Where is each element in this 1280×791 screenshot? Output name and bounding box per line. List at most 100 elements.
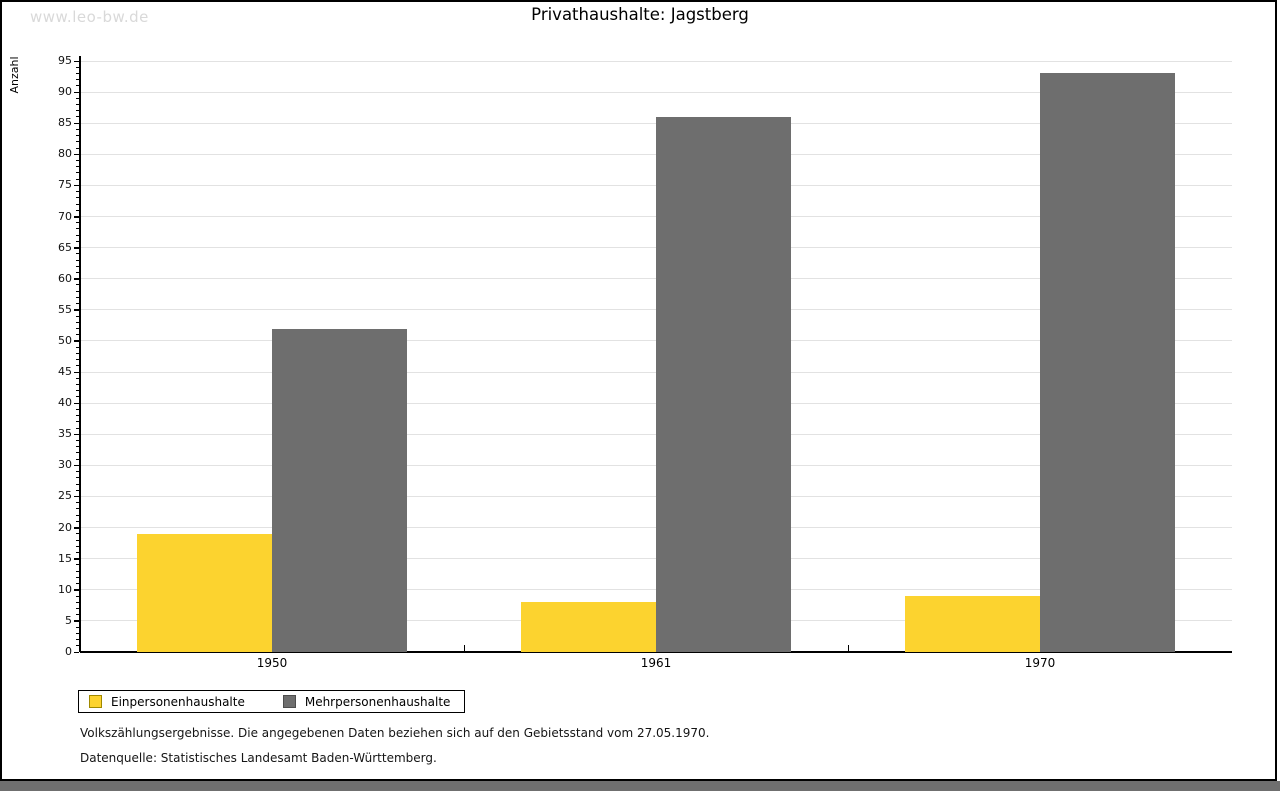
y-minor-tick (76, 390, 79, 392)
y-minor-tick (76, 383, 79, 385)
y-minor-tick (76, 439, 79, 441)
y-minor-tick (76, 253, 79, 255)
y-minor-tick (76, 240, 79, 242)
bar-mehrpersonenhaushalte-1950 (272, 328, 407, 652)
y-minor-tick (76, 408, 79, 410)
y-minor-tick (76, 135, 79, 137)
gridline (80, 60, 1232, 62)
y-major-tick (74, 651, 79, 653)
y-minor-tick (76, 259, 79, 261)
y-minor-tick (76, 228, 79, 230)
y-minor-tick (76, 284, 79, 286)
y-minor-tick (76, 66, 79, 68)
y-major-tick (74, 60, 79, 62)
y-minor-tick (76, 197, 79, 199)
y-major-tick (74, 433, 79, 436)
y-major-tick (74, 620, 79, 622)
legend-item-einpersonenhaushalte: Einpersonenhaushalte (89, 695, 245, 709)
x-axis-line (80, 651, 1232, 653)
y-minor-tick (76, 427, 79, 429)
y-minor-tick (76, 626, 79, 628)
y-minor-tick (76, 178, 79, 180)
y-tick-label: 35 (58, 427, 72, 441)
y-minor-tick (76, 415, 79, 417)
y-minor-tick (76, 551, 79, 553)
y-major-tick (74, 558, 79, 560)
y-tick-label: 85 (58, 116, 72, 130)
y-minor-tick (76, 79, 79, 81)
footer-note-data-source: Datenquelle: Statistisches Landesamt Bad… (80, 751, 437, 765)
y-minor-tick (76, 191, 79, 193)
y-tick-label: 40 (58, 396, 72, 410)
y-major-tick (74, 464, 79, 467)
y-minor-tick (76, 502, 79, 504)
bar-einpersonenhaushalte-1950 (137, 533, 272, 652)
gridline (80, 91, 1232, 93)
y-tick-label: 60 (58, 271, 72, 285)
y-minor-tick (76, 614, 79, 616)
y-minor-tick (76, 471, 79, 473)
y-tick-label: 95 (58, 54, 72, 67)
x-category-label: 1950 (256, 656, 288, 670)
y-minor-tick (76, 352, 79, 354)
y-minor-tick (76, 97, 79, 99)
legend-item-mehrpersonenhaushalte: Mehrpersonenhaushalte (282, 694, 451, 709)
y-minor-tick (76, 645, 79, 647)
y-minor-tick (76, 458, 79, 460)
chart-title: Privathaushalte: Jagstberg (531, 5, 749, 24)
y-minor-tick (76, 632, 79, 634)
y-tick-label: 70 (58, 209, 72, 223)
y-major-tick (74, 527, 79, 529)
y-tick-label: 65 (58, 240, 72, 254)
y-minor-tick (76, 533, 79, 535)
y-minor-tick (76, 166, 79, 168)
y-tick-label: 90 (58, 85, 72, 99)
y-minor-tick (76, 446, 79, 448)
y-minor-tick (76, 576, 79, 578)
y-minor-tick (76, 303, 79, 305)
y-tick-label: 45 (58, 365, 72, 379)
y-minor-tick (76, 539, 79, 541)
y-tick-label: 0 (65, 645, 72, 658)
y-minor-tick (76, 520, 79, 522)
y-major-tick (74, 371, 79, 374)
y-minor-tick (76, 110, 79, 112)
y-major-tick (74, 122, 79, 125)
y-tick-label: 30 (58, 458, 72, 472)
y-minor-tick (76, 607, 79, 609)
y-minor-tick (76, 147, 79, 149)
y-minor-tick (76, 128, 79, 130)
y-minor-tick (76, 508, 79, 510)
y-minor-tick (76, 359, 79, 361)
y-axis-title: Anzahl (8, 56, 21, 94)
y-minor-tick (76, 545, 79, 547)
y-minor-tick (76, 321, 79, 323)
footer-note-source-date: Volkszählungsergebnisse. Die angegebenen… (80, 726, 710, 740)
x-divider-tick (464, 645, 465, 652)
y-minor-tick (76, 570, 79, 572)
y-minor-tick (76, 421, 79, 423)
y-tick-label: 20 (58, 520, 72, 534)
y-major-tick (74, 309, 79, 311)
y-minor-tick (76, 365, 79, 367)
y-tick-label: 75 (58, 178, 72, 192)
y-minor-tick (76, 85, 79, 87)
y-minor-tick (76, 315, 79, 317)
y-minor-tick (76, 328, 79, 329)
y-major-tick (74, 402, 79, 405)
watermark: www.leo-bw.de (30, 8, 149, 26)
y-major-tick (74, 340, 79, 342)
y-minor-tick (76, 72, 79, 74)
legend-label: Mehrpersonenhaushalte (304, 694, 451, 709)
y-minor-tick (76, 334, 79, 336)
y-major-tick (74, 495, 79, 498)
y-minor-tick (76, 116, 79, 118)
y-minor-tick (76, 265, 79, 267)
legend-label: Einpersonenhaushalte (111, 694, 245, 709)
y-tick-label: 50 (58, 333, 72, 347)
y-major-tick (74, 247, 79, 249)
y-minor-tick (76, 234, 79, 236)
y-minor-tick (76, 296, 79, 298)
y-major-tick (74, 278, 79, 280)
